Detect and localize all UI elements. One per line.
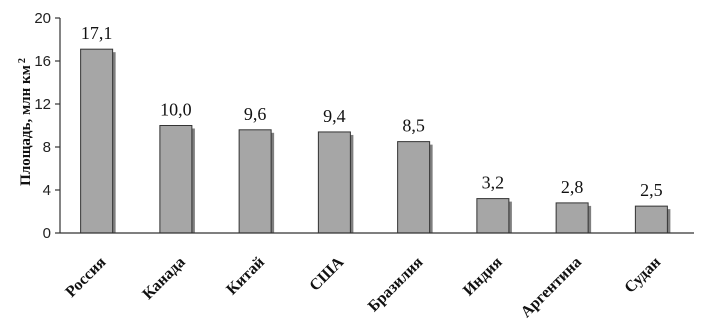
- y-tick-label: 12: [34, 96, 51, 113]
- bar-value-label: 3,2: [482, 173, 505, 193]
- bar: [159, 125, 193, 234]
- y-tick-label: 4: [43, 182, 51, 199]
- y-axis-title-superscript: 2: [17, 58, 28, 63]
- y-axis-title-text: Площадь, млн км 2: [17, 58, 35, 186]
- category-label: Аргентина: [518, 254, 585, 321]
- y-axis-ticks: 0 4 8 12 16 20: [34, 10, 60, 242]
- bars: [80, 48, 671, 234]
- bar-value-label: 9,6: [244, 104, 267, 124]
- bar-value-label: 2,8: [561, 177, 584, 197]
- category-label: Бразилия: [365, 254, 427, 316]
- bar-value-label: 10,0: [160, 100, 192, 120]
- y-tick-label: 20: [34, 10, 51, 27]
- y-tick-label: 8: [43, 139, 51, 156]
- bar: [555, 202, 589, 234]
- axes: [59, 18, 694, 234]
- category-label: Судан: [621, 254, 664, 297]
- value-labels: 17,1 10,0 9,6 9,4 8,5 3,2 2,8 2,5: [81, 23, 663, 200]
- bar: [634, 205, 668, 234]
- category-label: США: [306, 253, 347, 294]
- category-label: Канада: [139, 254, 188, 303]
- y-tick-label: 16: [34, 53, 51, 70]
- bar: [476, 198, 510, 234]
- bar: [80, 48, 114, 234]
- y-tick-label: 0: [43, 225, 51, 242]
- category-label: Индия: [460, 254, 506, 300]
- bar: [317, 131, 351, 234]
- category-labels: Россия Канада Китай США Бразилия Индия Аргенти…: [62, 253, 664, 321]
- bar-value-label: 9,4: [323, 106, 346, 126]
- y-axis-title: Площадь, млн км 2: [17, 58, 35, 186]
- y-axis-title-main: Площадь, млн км: [18, 65, 34, 186]
- bar-value-label: 2,5: [640, 180, 663, 200]
- bar-value-label: 17,1: [81, 23, 113, 43]
- bar-value-label: 8,5: [402, 116, 425, 136]
- bar: [397, 141, 431, 234]
- category-label: Россия: [62, 254, 109, 301]
- category-label: Китай: [223, 254, 268, 299]
- bar: [238, 129, 272, 234]
